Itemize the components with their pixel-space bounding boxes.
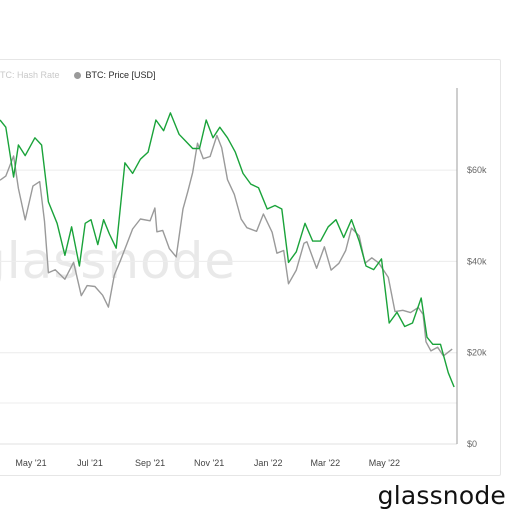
x-tick-label: Sep '21 [135,458,165,468]
y-tick-label: $40k [467,256,487,266]
legend-label-hash-rate: TC: Hash Rate [0,70,60,80]
series-line-green [0,112,455,388]
y-tick-label: $0 [467,439,477,449]
brand-logo-text: glassnode [377,481,506,510]
chart-card [0,59,501,476]
legend-label-price: BTC: Price [USD] [85,70,156,80]
series-line-btc-price [0,134,453,357]
legend-dot-price-icon [73,71,81,79]
legend-item-price[interactable]: BTC: Price [USD] [73,70,156,80]
x-tick-label: Mar '22 [310,458,340,468]
x-tick-label: May '21 [15,458,46,468]
y-tick-label: $60k [467,165,487,175]
x-tick-label: Nov '21 [194,458,224,468]
x-tick-label: May '22 [369,458,400,468]
chart-legend: TC: Hash Rate BTC: Price [USD] [0,67,170,83]
x-tick-label: Jan '22 [254,458,283,468]
legend-item-hash-rate[interactable]: TC: Hash Rate [0,70,60,80]
y-tick-label: $20k [467,348,487,358]
x-tick-label: Jul '21 [77,458,103,468]
